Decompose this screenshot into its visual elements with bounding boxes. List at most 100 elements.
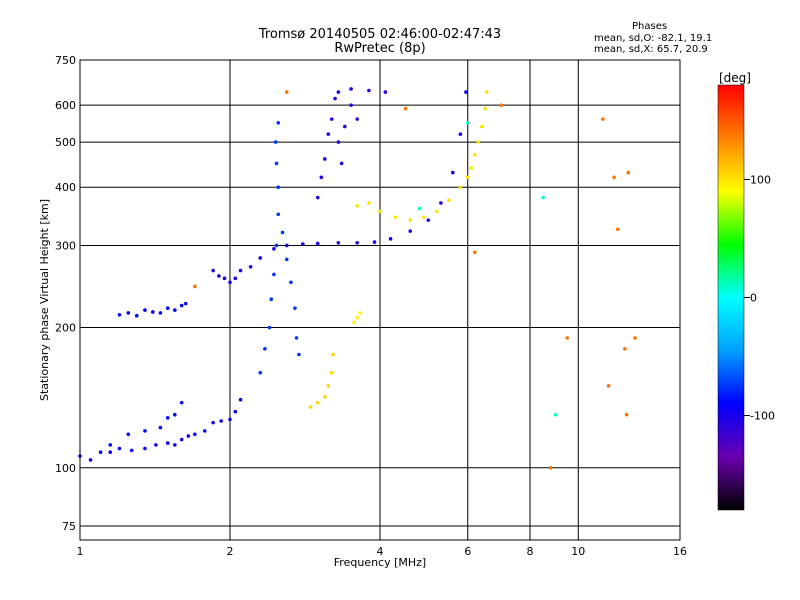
echo-point bbox=[267, 325, 272, 330]
echo-point bbox=[173, 412, 177, 417]
echo-point bbox=[258, 370, 263, 375]
echo-point bbox=[606, 383, 611, 388]
echo-point bbox=[143, 446, 147, 451]
echo-point bbox=[465, 175, 470, 180]
echo-point bbox=[355, 240, 359, 245]
echo-point bbox=[272, 247, 276, 251]
chart-title: Tromsø 20140505 02:46:00-02:47:43 bbox=[258, 27, 502, 42]
echo-point bbox=[88, 458, 93, 462]
x-axis-label: Frequency [MHz] bbox=[334, 556, 426, 569]
echo-point bbox=[183, 301, 188, 306]
echo-point bbox=[134, 313, 139, 318]
echo-point bbox=[422, 215, 426, 219]
echo-point bbox=[553, 412, 558, 417]
echo-point bbox=[408, 229, 413, 233]
echo-point bbox=[211, 420, 215, 425]
echo-point bbox=[294, 336, 299, 340]
echo-point bbox=[541, 195, 545, 200]
echo-point bbox=[352, 320, 356, 325]
echo-point bbox=[476, 140, 481, 144]
echo-point bbox=[143, 429, 147, 433]
echo-point bbox=[333, 96, 337, 101]
echo-point bbox=[548, 466, 553, 470]
plot-frame bbox=[79, 59, 681, 541]
echo-point bbox=[565, 336, 569, 340]
echo-point bbox=[186, 434, 191, 438]
echo-point bbox=[293, 306, 297, 311]
echo-point bbox=[211, 268, 215, 273]
x-tick-labels: 1 2 4 6 8 10 16 bbox=[77, 545, 688, 558]
echo-point bbox=[355, 117, 359, 121]
echo-point bbox=[388, 237, 393, 241]
echo-point bbox=[263, 347, 267, 351]
x-tick-label: 6 bbox=[464, 545, 471, 558]
echo-point bbox=[458, 132, 463, 136]
echo-point bbox=[165, 441, 170, 445]
echo-point bbox=[272, 272, 276, 277]
echo-point bbox=[315, 400, 320, 405]
echo-point bbox=[323, 157, 327, 161]
echo-point bbox=[276, 185, 281, 190]
colorbar: [deg] 100 0 -100 bbox=[717, 71, 775, 511]
echo-point bbox=[108, 450, 113, 455]
echo-point bbox=[378, 209, 382, 214]
y-tick-label: 75 bbox=[62, 520, 76, 533]
colorbar-gradient bbox=[717, 84, 745, 511]
echo-point bbox=[473, 152, 477, 157]
echo-point bbox=[284, 90, 289, 94]
echo-point bbox=[336, 140, 341, 144]
echo-point bbox=[367, 88, 371, 93]
echo-point bbox=[331, 352, 335, 357]
echo-point bbox=[151, 310, 155, 314]
echo-point bbox=[349, 103, 353, 107]
echo-point bbox=[417, 206, 422, 211]
echo-point bbox=[297, 352, 301, 357]
echo-point bbox=[484, 90, 489, 94]
echo-point bbox=[465, 120, 470, 125]
x-tick-label: 8 bbox=[527, 545, 534, 558]
echo-point bbox=[165, 416, 170, 420]
echo-point bbox=[284, 243, 289, 248]
echo-point bbox=[117, 446, 122, 451]
echo-point bbox=[274, 161, 279, 166]
echo-point bbox=[173, 308, 177, 312]
echo-point bbox=[301, 242, 305, 246]
echo-point bbox=[126, 432, 131, 437]
echo-point bbox=[336, 240, 341, 245]
echo-point bbox=[601, 117, 605, 121]
echo-point bbox=[222, 276, 227, 281]
echo-point bbox=[173, 443, 177, 447]
y-axis-label: Stationary phase Virtual Height [km] bbox=[38, 199, 51, 401]
echo-point bbox=[143, 308, 147, 312]
echo-point bbox=[326, 383, 331, 388]
echo-point bbox=[108, 443, 113, 447]
echo-point bbox=[447, 198, 451, 203]
x-tick-label: 10 bbox=[571, 545, 585, 558]
echo-point bbox=[343, 124, 347, 129]
echo-point bbox=[219, 419, 223, 423]
echo-point bbox=[129, 448, 134, 453]
echo-point bbox=[228, 417, 232, 422]
echo-point bbox=[179, 303, 184, 308]
echo-point bbox=[458, 185, 463, 190]
x-tick-label: 2 bbox=[227, 545, 234, 558]
echo-point bbox=[193, 432, 197, 437]
echo-point bbox=[633, 336, 637, 340]
y-tick-label: 200 bbox=[55, 322, 76, 335]
echo-point bbox=[233, 409, 238, 414]
echo-point bbox=[179, 400, 184, 405]
echo-point bbox=[403, 106, 408, 111]
echo-point bbox=[624, 412, 629, 417]
echo-point bbox=[238, 268, 243, 273]
data-points bbox=[78, 87, 637, 470]
colorbar-label: [deg] bbox=[719, 71, 751, 85]
echo-point bbox=[383, 90, 388, 94]
echo-point bbox=[393, 215, 398, 219]
y-tick-label: 300 bbox=[55, 239, 76, 252]
echo-point bbox=[289, 280, 293, 285]
x-tick-label: 4 bbox=[377, 545, 384, 558]
y-tick-label: 600 bbox=[55, 99, 76, 112]
echo-point bbox=[228, 280, 232, 285]
